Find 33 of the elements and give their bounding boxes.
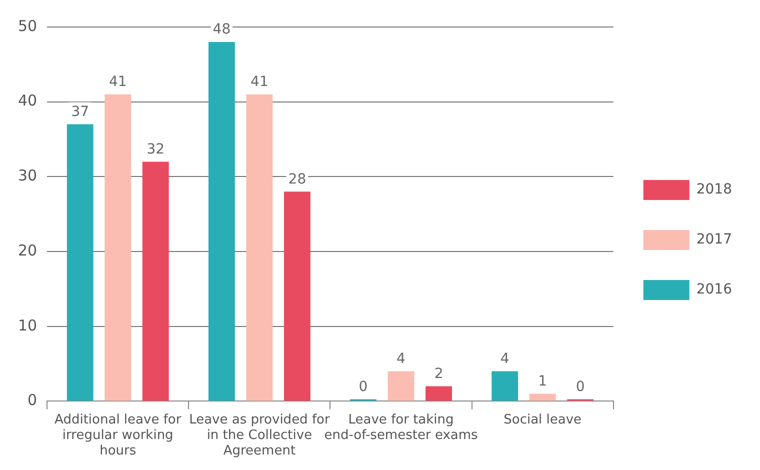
bar <box>492 371 518 401</box>
data-label: 48 <box>212 22 231 38</box>
legend-label: 2017 <box>696 232 732 248</box>
bar <box>388 371 414 401</box>
data-label: 41 <box>250 74 268 90</box>
data-label: 32 <box>146 141 165 158</box>
bar <box>284 192 310 401</box>
y-tick-label: 50 <box>18 16 38 35</box>
data-label: 28 <box>288 171 306 188</box>
y-tick-label: 0 <box>28 391 38 410</box>
x-tick-label: Social leave <box>504 412 582 428</box>
data-label: 37 <box>71 104 90 120</box>
data-label: 2 <box>434 366 444 382</box>
data-label: 4 <box>500 350 510 367</box>
bar <box>426 386 452 401</box>
x-tick-label: Additional leave for irregular working hours <box>54 412 182 459</box>
data-label: 0 <box>576 378 585 395</box>
bar <box>66 124 94 401</box>
bar <box>104 94 132 401</box>
y-tick-label: 10 <box>18 316 38 334</box>
bar <box>529 394 556 401</box>
bar <box>246 94 273 401</box>
y-tick-label: 30 <box>18 166 38 185</box>
legend-label: 2018 <box>696 182 732 198</box>
y-tick-label: 40 <box>18 92 38 110</box>
data-label: 0 <box>358 378 368 395</box>
data-label: 41 <box>108 74 127 90</box>
data-label: 4 <box>396 350 406 367</box>
y-tick-label: 20 <box>18 241 38 260</box>
data-label: 1 <box>538 373 548 390</box>
legend-label: 2016 <box>696 282 732 298</box>
bar <box>208 42 235 401</box>
bar <box>142 162 169 401</box>
